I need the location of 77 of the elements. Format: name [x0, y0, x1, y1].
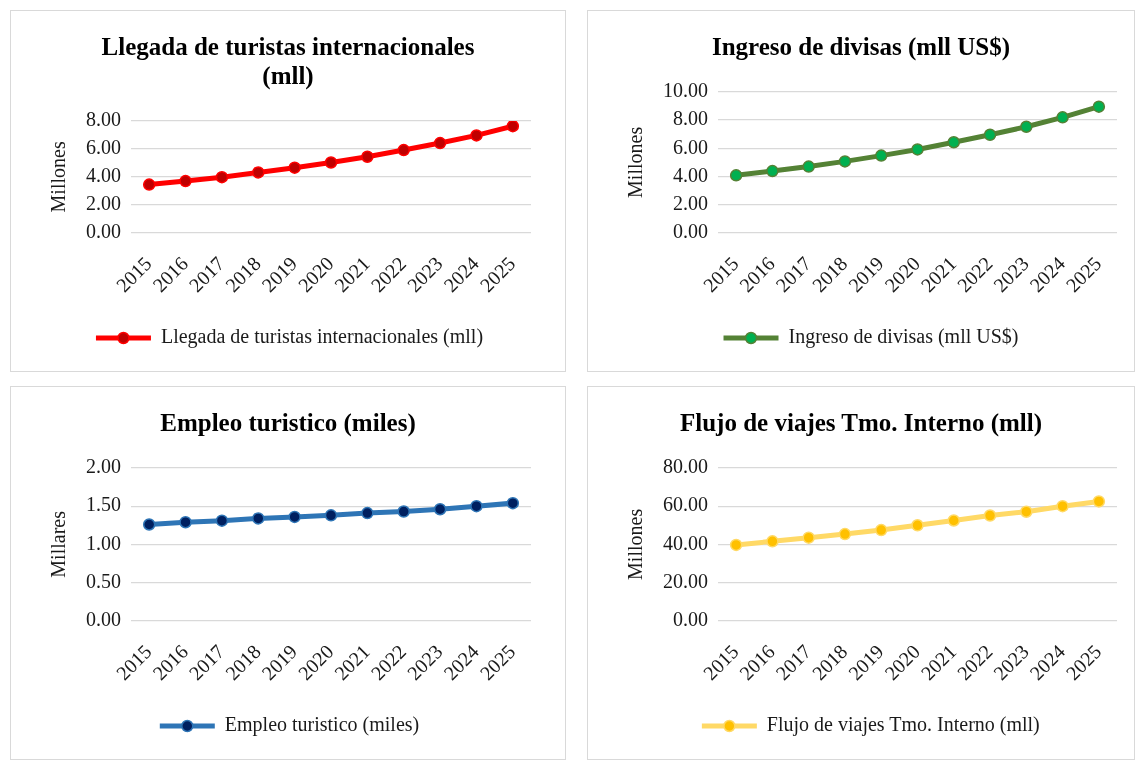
chart-title: Empleo turistico (miles): [160, 408, 416, 437]
point: [470, 129, 483, 142]
point: [252, 166, 265, 179]
point: [361, 506, 374, 520]
point: [142, 518, 156, 531]
point: [947, 136, 961, 149]
chart-title: Flujo de viajes Tmo. Interno (mll): [679, 408, 1042, 437]
point: [179, 515, 192, 529]
point: [470, 499, 483, 513]
y-tick-label: 8.00: [86, 108, 121, 131]
y-tick-label: 10.00: [663, 79, 708, 102]
y-tick-label: 0.50: [86, 569, 121, 592]
point: [911, 143, 924, 156]
legend-label: Ingreso de divisas (mll US$): [788, 325, 1019, 349]
point: [506, 496, 520, 510]
point: [397, 505, 410, 518]
y-tick-label: 0.00: [86, 608, 121, 630]
y-tick-label: 2.00: [86, 192, 121, 215]
point: [802, 531, 815, 544]
y-tick-label: 40.00: [663, 531, 708, 554]
y-tick-label: 6.00: [673, 135, 708, 158]
point: [874, 523, 888, 537]
y-tick-label: 20.00: [663, 569, 708, 592]
y-tick-label: 4.00: [673, 163, 708, 186]
point: [911, 519, 924, 532]
legend-label: Empleo turistico (miles): [224, 713, 420, 737]
point: [802, 160, 815, 173]
y-tick-label: 2.00: [673, 191, 708, 214]
point: [288, 510, 301, 524]
point: [838, 155, 852, 168]
y-tick-label: 60.00: [663, 493, 708, 516]
point: [433, 502, 447, 516]
y-tick-label: 0.00: [86, 220, 121, 242]
point: [179, 174, 192, 188]
point: [983, 128, 997, 142]
point: [1092, 100, 1106, 113]
y-tick-label: 1.00: [86, 531, 121, 554]
legend-label: Llegada de turistas internacionales (mll): [160, 325, 484, 349]
y-tick-label: 1.50: [86, 493, 121, 516]
y-axis-title: Millones: [624, 508, 647, 580]
y-axis-title: Millones: [47, 141, 70, 213]
point: [215, 514, 229, 527]
y-axis-title: Millones: [624, 126, 647, 198]
point: [838, 527, 852, 541]
point: [361, 150, 374, 164]
legend-label: Flujo de viajes Tmo. Interno (mll): [766, 713, 1040, 737]
point: [1092, 495, 1106, 508]
point: [324, 156, 338, 169]
point: [324, 509, 338, 522]
point: [1020, 505, 1033, 518]
point: [397, 143, 410, 157]
y-tick-label: 80.00: [663, 455, 708, 478]
point: [1020, 120, 1033, 134]
point: [433, 136, 447, 150]
point: [874, 149, 888, 162]
point: [142, 178, 156, 191]
chart-title: Ingreso de divisas (mll US$): [711, 32, 1011, 61]
y-tick-label: 0.00: [673, 608, 708, 630]
point: [729, 169, 743, 182]
y-tick-label: 0.00: [673, 220, 708, 242]
point: [983, 509, 997, 522]
point: [215, 170, 229, 184]
point: [1056, 111, 1069, 124]
y-tick-label: 4.00: [86, 164, 121, 187]
point: [729, 538, 743, 552]
y-tick-label: 8.00: [673, 107, 708, 130]
point: [506, 121, 520, 133]
point: [288, 161, 301, 174]
point: [947, 514, 961, 527]
y-tick-label: 2.00: [86, 455, 121, 478]
point: [1056, 499, 1069, 513]
point: [766, 535, 779, 548]
y-tick-label: 6.00: [86, 136, 121, 159]
chart-title: Llegada de turistas internacionales (mll): [100, 32, 476, 90]
y-axis-title: Millares: [47, 510, 70, 578]
point: [252, 512, 265, 525]
point: [766, 164, 779, 178]
